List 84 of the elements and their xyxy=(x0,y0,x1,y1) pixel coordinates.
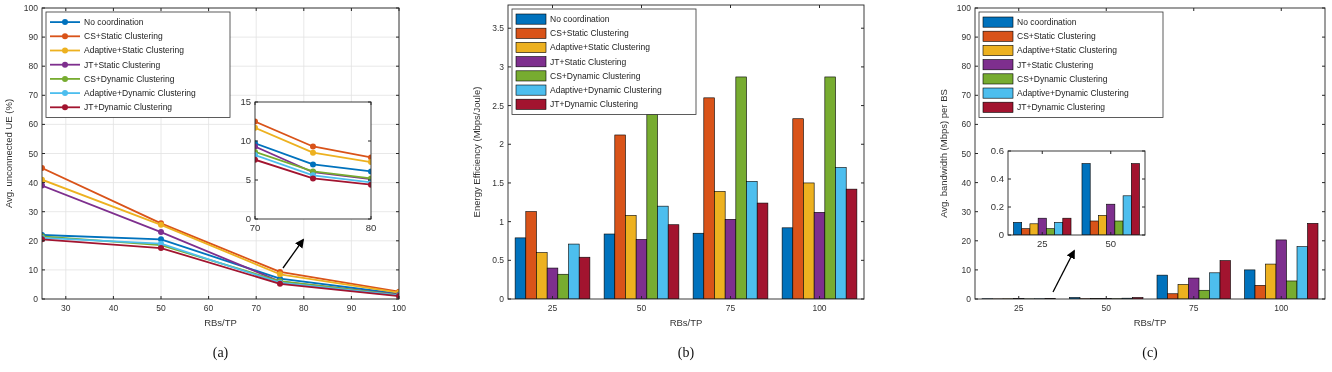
x-tick-label: 25 xyxy=(1036,238,1048,249)
y-tick-label: 0.6 xyxy=(990,145,1004,156)
y-tick-label: 5 xyxy=(245,174,251,185)
y-tick-label: 10 xyxy=(961,264,972,275)
legend-label: Adaptive+Dynamic Clustering xyxy=(550,85,663,96)
x-tick-label: 80 xyxy=(299,303,309,313)
y-tick-label: 50 xyxy=(28,148,39,159)
x-tick-label: 100 xyxy=(1274,303,1289,313)
y-tick-label: 100 xyxy=(23,3,39,13)
text: (c) xyxy=(1142,345,1159,361)
y-tick-label: 0 xyxy=(499,294,505,304)
y-tick-label: 100 xyxy=(956,3,972,13)
y-tick-label: 70 xyxy=(961,90,972,101)
y-tick-label: 60 xyxy=(961,119,972,130)
legend-label: CS+Dynamic Clustering xyxy=(84,73,175,84)
legend-label: No coordination xyxy=(550,14,610,25)
legend-label: JT+Static Clustering xyxy=(1017,59,1094,70)
legend-label: JT+Dynamic Clustering xyxy=(1017,102,1106,113)
y-tick-label: 90 xyxy=(28,32,39,43)
y-axis-title: Avg. bandwidth (Mbps) per BS xyxy=(938,89,949,218)
x-tick-label: 50 xyxy=(636,303,647,313)
y-tick-label: 20 xyxy=(28,235,39,246)
legend-label: CS+Dynamic Clustering xyxy=(550,70,641,81)
x-tick-label: 50 xyxy=(1101,303,1112,313)
x-tick-label: 50 xyxy=(156,303,166,313)
legend-label: No coordination xyxy=(84,17,144,28)
y-tick-label: 3.5 xyxy=(492,23,505,34)
legend-label: CS+Dynamic Clustering xyxy=(1017,73,1108,84)
legend-label: CS+Static Clustering xyxy=(1017,31,1096,42)
legend-label: JT+Static Clustering xyxy=(84,59,161,70)
x-tick-label: 60 xyxy=(203,303,214,313)
y-tick-label: 40 xyxy=(28,177,39,188)
x-tick-label: 75 xyxy=(1189,303,1199,313)
y-tick-label: 0.2 xyxy=(990,201,1004,212)
x-axis-title: RBs/TP xyxy=(204,317,237,328)
x-tick-label: 25 xyxy=(1014,303,1024,313)
legend-label: Adaptive+Static Clustering xyxy=(1017,45,1118,56)
y-tick-label: 20 xyxy=(961,235,972,246)
legend-label: CS+Static Clustering xyxy=(84,31,163,42)
legend-label: Adaptive+Static Clustering xyxy=(84,45,185,56)
x-tick-label: 25 xyxy=(547,303,558,313)
y-tick-label: 2 xyxy=(499,139,505,150)
y-tick-label: 30 xyxy=(28,206,39,217)
legend-label: JT+Dynamic Clustering xyxy=(84,102,173,113)
legend-label: Adaptive+Dynamic Clustering xyxy=(1017,88,1130,99)
y-tick-label: 10 xyxy=(28,264,39,275)
x-tick-label: 30 xyxy=(61,303,71,313)
y-tick-label: 0.4 xyxy=(990,173,1004,184)
y-tick-label: 40 xyxy=(961,177,972,188)
y-tick-label: 0 xyxy=(33,294,39,304)
y-tick-label: 50 xyxy=(961,148,972,159)
x-tick-label: 100 xyxy=(391,303,407,313)
y-tick-label: 3 xyxy=(499,61,505,72)
y-tick-label: 70 xyxy=(28,90,39,101)
legend-label: No coordination xyxy=(1017,17,1077,28)
legend-label: Adaptive+Dynamic Clustering xyxy=(84,88,197,99)
y-tick-label: 0 xyxy=(966,294,972,304)
text: (a) xyxy=(212,345,229,361)
legend-label: JT+Dynamic Clustering xyxy=(550,99,639,110)
x-axis-title: RBs/TP xyxy=(1133,317,1167,328)
y-tick-label: 0.5 xyxy=(492,255,505,266)
x-tick-label: 75 xyxy=(725,303,736,313)
legend-label: JT+Static Clustering xyxy=(550,56,627,67)
y-tick-label: 1 xyxy=(499,216,505,227)
y-tick-label: 80 xyxy=(28,61,39,72)
legend-label: Adaptive+Static Clustering xyxy=(550,42,651,53)
legend-label: CS+Static Clustering xyxy=(550,28,629,39)
y-tick-label: 80 xyxy=(961,61,972,72)
y-tick-label: 90 xyxy=(961,32,972,43)
x-tick-label: 40 xyxy=(108,303,119,313)
y-tick-label: 15 xyxy=(240,96,251,107)
y-tick-label: 0 xyxy=(245,213,251,224)
x-tick-label: 100 xyxy=(812,303,827,313)
y-axis-title: Energy Efficiency (Mbps/Joule) xyxy=(471,86,482,218)
y-tick-label: 10 xyxy=(240,135,251,146)
text: (b) xyxy=(677,345,695,361)
y-tick-label: 30 xyxy=(961,206,972,217)
y-tick-label: 1.5 xyxy=(492,177,505,188)
x-tick-label: 90 xyxy=(346,303,357,313)
x-axis-title: RBs/TP xyxy=(669,317,703,328)
y-axis-title: Avg. unconnected UE (%) xyxy=(3,98,14,209)
y-tick-label: 60 xyxy=(28,119,39,130)
y-tick-label: 2.5 xyxy=(492,100,505,111)
y-tick-label: 0 xyxy=(998,229,1004,240)
